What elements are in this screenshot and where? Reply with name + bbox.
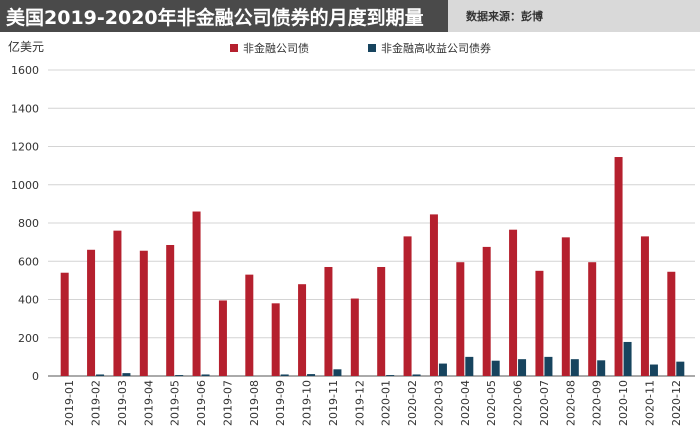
x-tick-label: 2019-11 (327, 380, 340, 426)
x-tick-label: 2019-03 (116, 380, 129, 426)
bar-nonfinancial (298, 284, 307, 376)
bar-high-yield (280, 374, 289, 376)
title-bar: 美国2019-2020年非金融公司债券的月度到期量 数据来源：彭博 (0, 0, 700, 32)
bar-nonfinancial (166, 244, 175, 376)
bar-high-yield (201, 374, 210, 376)
bar-nonfinancial (113, 230, 122, 376)
x-tick-label: 2019-12 (353, 380, 366, 426)
bar-nonfinancial (139, 250, 148, 376)
x-tick-label: 2019-01 (63, 380, 76, 426)
bar-high-yield (175, 375, 184, 376)
y-tick-label: 1000 (11, 179, 39, 192)
x-tick-label: 2020-06 (512, 380, 525, 426)
y-tick-label: 800 (18, 217, 39, 230)
bar-nonfinancial (667, 271, 676, 376)
chart-title: 美国2019-2020年非金融公司债券的月度到期量 (6, 7, 424, 29)
title-banner (0, 0, 448, 32)
bar-high-yield (307, 374, 316, 376)
y-tick-label: 1600 (11, 64, 39, 77)
x-tick-label: 2019-09 (274, 380, 287, 426)
y-tick-label: 600 (18, 255, 39, 268)
legend-label: 非金融高收益公司债券 (381, 41, 491, 55)
data-source: 数据来源：彭博 (466, 10, 543, 23)
source-banner (448, 0, 700, 32)
x-tick-label: 2020-11 (643, 380, 656, 426)
bar-nonfinancial (350, 298, 359, 376)
bar-high-yield (333, 369, 342, 376)
legend-swatch (368, 44, 376, 52)
bar-high-yield (623, 341, 632, 376)
x-tick-label: 2019-06 (195, 380, 208, 426)
bar-high-yield (649, 364, 658, 376)
bar-nonfinancial (245, 274, 254, 376)
bar-nonfinancial (192, 211, 201, 376)
x-tick-label: 2020-03 (432, 380, 445, 426)
y-tick-label: 0 (32, 370, 39, 383)
x-tick-label: 2019-10 (301, 380, 314, 426)
legend-swatch (230, 44, 238, 52)
legend-label: 非金融公司债 (243, 41, 309, 55)
bar-high-yield (465, 356, 474, 376)
bar-nonfinancial (614, 157, 623, 376)
bar-nonfinancial (403, 236, 412, 376)
y-tick-label: 1400 (11, 102, 39, 115)
bar-nonfinancial (60, 272, 69, 376)
x-tick-label: 2020-10 (617, 380, 630, 426)
bar-high-yield (491, 360, 500, 376)
bar-nonfinancial (218, 300, 227, 376)
x-tick-label: 2019-04 (142, 380, 155, 426)
x-tick-label: 2020-04 (459, 380, 472, 426)
bar-high-yield (386, 375, 395, 376)
x-tick-label: 2019-02 (90, 380, 103, 426)
x-tick-label: 2019-08 (248, 380, 261, 426)
bar-nonfinancial (509, 229, 518, 376)
x-tick-label: 2020-07 (538, 380, 551, 426)
y-tick-label: 200 (18, 332, 39, 345)
bar-high-yield (597, 360, 606, 376)
x-tick-label: 2019-05 (169, 380, 182, 426)
x-tick-label: 2020-05 (485, 380, 498, 426)
bar-nonfinancial (456, 262, 465, 376)
bar-high-yield (570, 359, 579, 376)
bar-high-yield (676, 361, 685, 376)
bar-nonfinancial (640, 236, 649, 376)
y-tick-label: 400 (18, 294, 39, 307)
bar-nonfinancial (324, 266, 333, 376)
bar-high-yield (438, 363, 447, 376)
bar-nonfinancial (588, 262, 597, 376)
x-tick-label: 2019-07 (221, 380, 234, 426)
bar-nonfinancial (271, 303, 280, 376)
bar-nonfinancial (87, 249, 96, 376)
bar-high-yield (122, 373, 131, 376)
y-axis-label: 亿美元 (8, 39, 44, 54)
bar-nonfinancial (482, 246, 491, 376)
y-tick-label: 1200 (11, 141, 39, 154)
bar-nonfinancial (535, 270, 544, 376)
bar-high-yield (518, 359, 527, 376)
x-tick-label: 2020-08 (564, 380, 577, 426)
x-tick-label: 2020-02 (406, 380, 419, 426)
bar-nonfinancial (561, 237, 570, 376)
bar-high-yield (96, 374, 105, 376)
bar-high-yield (544, 356, 553, 376)
bar-nonfinancial (377, 266, 386, 376)
bar-high-yield (412, 374, 421, 376)
x-tick-label: 2020-09 (591, 380, 604, 426)
x-tick-label: 2020-01 (380, 380, 393, 426)
bar-nonfinancial (429, 214, 438, 376)
x-tick-label: 2020-12 (670, 380, 683, 426)
